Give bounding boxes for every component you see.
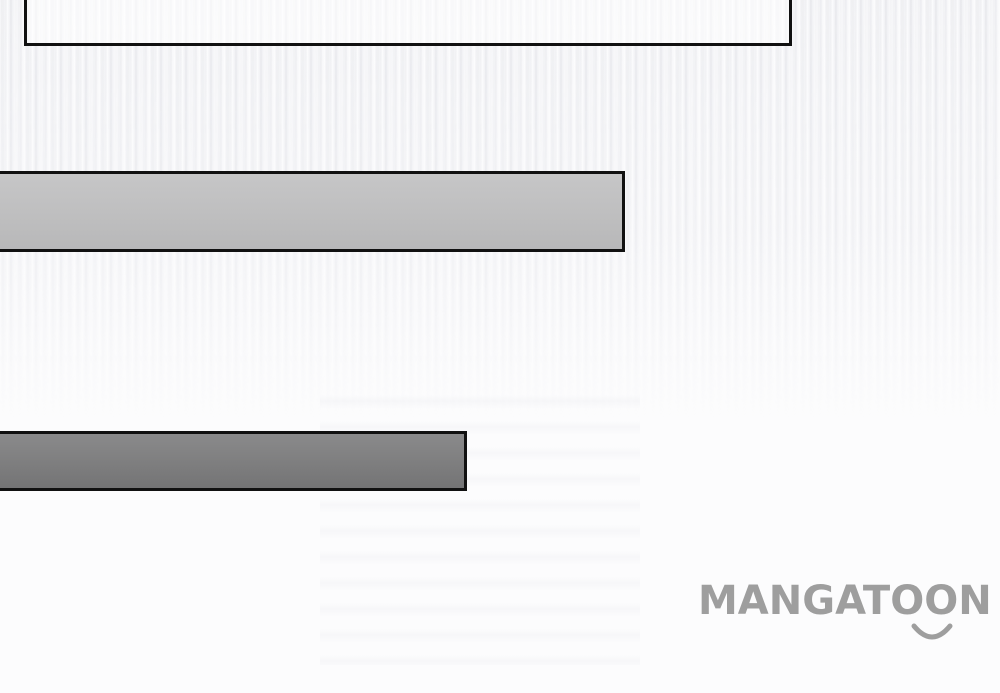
smile-icon (911, 623, 953, 640)
mangatoon-watermark: MANGATOON (698, 578, 1000, 648)
white-caption-box (24, 0, 792, 46)
watermark-text: MANGATOON (698, 578, 992, 624)
light-gray-caption-box (0, 171, 625, 252)
dark-gray-caption-box (0, 431, 467, 491)
